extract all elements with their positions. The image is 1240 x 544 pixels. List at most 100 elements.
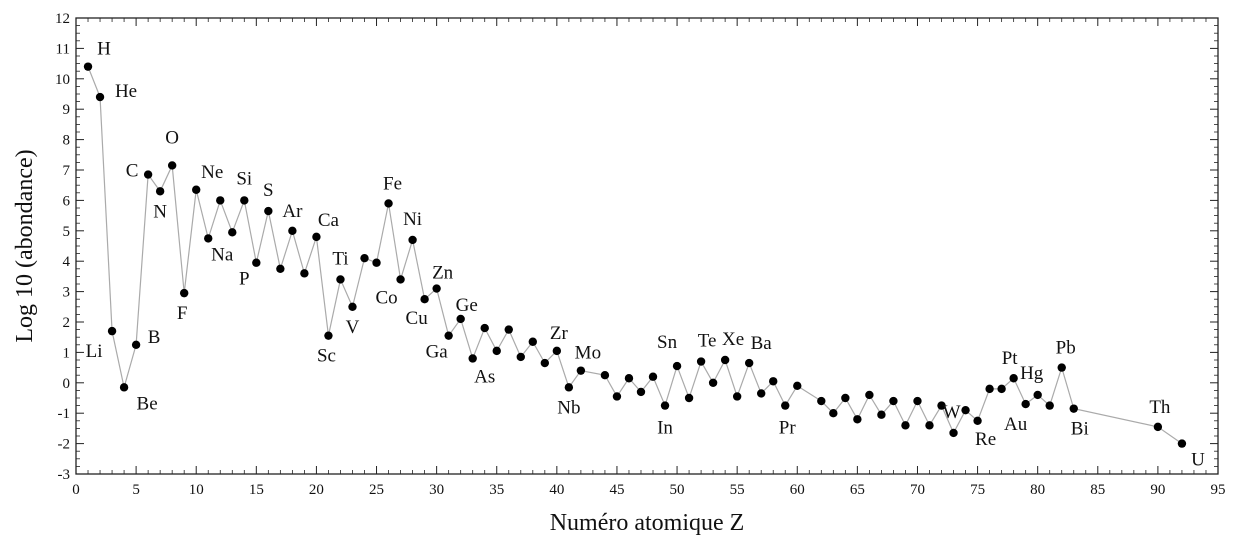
element-label-h: H [97, 39, 111, 60]
data-point [949, 428, 958, 438]
data-point [143, 170, 153, 179]
y-tick-label: 1 [63, 345, 71, 361]
element-label-ga: Ga [426, 342, 449, 363]
x-tick-label: 40 [549, 482, 564, 498]
y-tick-label: 9 [63, 102, 71, 118]
data-point [612, 392, 622, 401]
data-point [155, 187, 165, 196]
element-label-si: Si [236, 168, 252, 189]
data-point [720, 355, 730, 365]
data-point [432, 284, 441, 293]
y-tick-label: 8 [63, 133, 71, 149]
data-point [540, 358, 550, 368]
element-label-nb: Nb [557, 397, 580, 418]
data-point [348, 302, 357, 311]
x-axis-title: Numéro atomique Z [550, 510, 745, 536]
element-label-v: V [346, 317, 360, 338]
plot-frame [75, 17, 1219, 475]
x-tick-label: 60 [790, 482, 805, 498]
data-point [131, 340, 141, 349]
x-tick-label: 15 [249, 482, 264, 498]
element-label-th: Th [1149, 397, 1171, 418]
data-point [744, 358, 754, 368]
data-point [468, 354, 477, 363]
data-point [925, 421, 934, 430]
y-tick-label: 11 [56, 41, 70, 57]
element-label-ge: Ge [456, 295, 478, 316]
x-tick-label: 80 [1030, 482, 1045, 498]
element-label-n: N [153, 201, 167, 222]
element-label-zr: Zr [550, 323, 569, 344]
element-label-au: Au [1004, 414, 1028, 435]
data-point [1009, 374, 1018, 383]
data-point [444, 331, 453, 340]
data-point [877, 410, 886, 419]
element-label-cu: Cu [406, 308, 429, 329]
data-point [624, 374, 634, 383]
data-point [456, 314, 465, 324]
data-point [600, 371, 610, 380]
data-point [937, 401, 946, 410]
data-point [107, 326, 117, 336]
x-tick-label: 0 [72, 482, 80, 498]
element-label-li: Li [86, 341, 103, 362]
series-line [87, 66, 1183, 445]
element-label-ni: Ni [403, 209, 422, 230]
element-label-zn: Zn [432, 263, 454, 284]
element-label-mo: Mo [575, 343, 601, 364]
y-tick-label: 10 [55, 72, 70, 88]
x-tick-label: 90 [1150, 482, 1165, 498]
data-point [528, 337, 537, 346]
element-label-sn: Sn [657, 332, 678, 353]
data-point [853, 415, 862, 424]
element-label-ar: Ar [282, 201, 303, 222]
element-label-co: Co [375, 287, 397, 308]
data-point [384, 199, 393, 208]
element-label-hg: Hg [1020, 363, 1044, 384]
data-point [660, 401, 670, 410]
data-point [576, 366, 586, 375]
y-tick-label: 0 [63, 376, 71, 392]
data-point [997, 384, 1006, 394]
data-point [216, 196, 225, 205]
x-tick-label: 25 [369, 482, 384, 498]
data-point [420, 295, 429, 304]
x-tick-label: 95 [1211, 482, 1226, 498]
data-point [684, 393, 694, 403]
element-label-ti: Ti [332, 248, 348, 269]
data-point [769, 377, 778, 386]
x-tick-label: 85 [1090, 482, 1105, 498]
x-tick-label: 20 [309, 482, 324, 498]
x-tick-label: 45 [609, 482, 624, 498]
data-point [1069, 404, 1078, 413]
x-tick-label: 75 [970, 482, 985, 498]
element-label-b: B [148, 327, 161, 348]
data-point [841, 393, 850, 403]
element-label-ne: Ne [201, 162, 223, 183]
data-point [95, 92, 105, 102]
data-point [1021, 399, 1030, 409]
element-label-te: Te [698, 331, 717, 352]
data-point [757, 389, 766, 398]
y-tick-label: -3 [58, 467, 71, 483]
x-tick-label: 65 [850, 482, 865, 498]
data-point [276, 264, 285, 273]
data-point [360, 253, 369, 263]
element-label-in: In [657, 418, 673, 439]
data-point [288, 226, 297, 235]
element-label-na: Na [211, 244, 234, 265]
data-point [192, 185, 201, 194]
element-label-xe: Xe [722, 329, 744, 350]
data-point [901, 421, 910, 430]
element-label-w: W [943, 402, 961, 423]
data-point [961, 405, 970, 415]
data-point [324, 331, 333, 340]
data-point [672, 361, 682, 371]
data-point [817, 396, 826, 406]
element-label-re: Re [975, 429, 996, 450]
data-point [228, 228, 237, 237]
data-point [1153, 422, 1163, 432]
data-point [264, 206, 273, 216]
data-point [492, 346, 501, 356]
